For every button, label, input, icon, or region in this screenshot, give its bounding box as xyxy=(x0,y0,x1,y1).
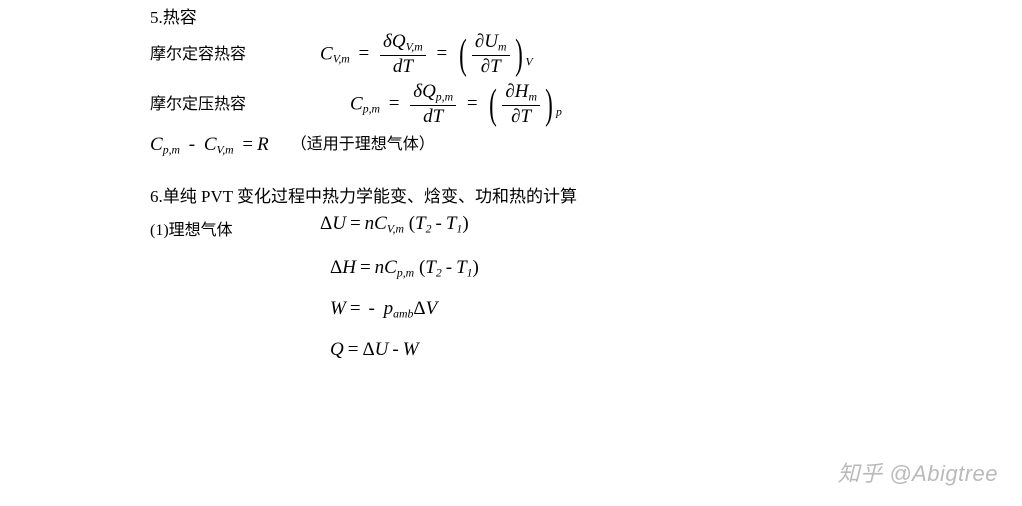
work-eq: W=- pambΔV xyxy=(330,296,1022,323)
heat-eq: Q=ΔU-W xyxy=(330,337,1022,364)
document-body: 5.热容 摩尔定容热容 CV,m = δQV,m dT = ( ∂Um ∂T )… xyxy=(0,0,1022,364)
relation-row: Cp,m - CV,m =R （适用于理想气体） xyxy=(150,132,1022,159)
cp-minus-cv-eq: Cp,m - CV,m =R xyxy=(150,132,269,159)
cv-lhs: C xyxy=(320,43,333,64)
delta-u-eq: ΔU=nCV,m (T2-T1) xyxy=(320,211,469,238)
relation-note: （适用于理想气体） xyxy=(291,134,435,156)
cv-rhs-paren: ( ∂Um ∂T ) xyxy=(456,32,526,78)
cv-mid-frac: δQV,m dT xyxy=(380,32,426,78)
ideal-gas-label: (1)理想气体 xyxy=(150,220,250,242)
delta-h-eq: ΔH=nCp,m (T2-T1) xyxy=(330,255,1022,282)
cp-row: 摩尔定压热容 Cp,m = δQp,m dT = ( ∂Hm ∂T ) p xyxy=(150,82,1022,128)
cv-lhs-sub: V,m xyxy=(333,53,350,66)
cv-outer-sub: V xyxy=(526,55,533,68)
ideal-gas-row: (1)理想气体 ΔU=nCV,m (T2-T1) xyxy=(150,211,1022,252)
cv-label: 摩尔定容热容 xyxy=(150,44,260,66)
cp-label: 摩尔定压热容 xyxy=(150,94,260,116)
cv-equation: CV,m = δQV,m dT = ( ∂Um ∂T ) V xyxy=(320,32,533,78)
section-5-heading: 5.热容 xyxy=(150,6,1022,30)
cp-equation: Cp,m = δQp,m dT = ( ∂Hm ∂T ) p xyxy=(350,82,562,128)
cv-row: 摩尔定容热容 CV,m = δQV,m dT = ( ∂Um ∂T ) V xyxy=(150,32,1022,78)
section-6-heading: 6.单纯 PVT 变化过程中热力学能变、焓变、功和热的计算 xyxy=(150,185,1022,209)
watermark: 知乎 @Abigtree xyxy=(838,456,998,488)
